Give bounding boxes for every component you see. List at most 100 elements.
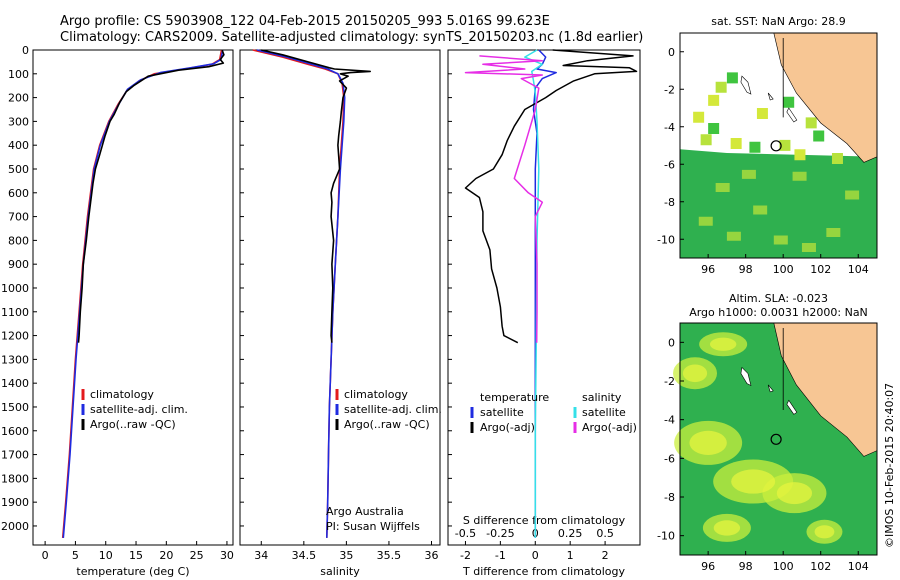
top-tick-label: 0.25 (558, 527, 583, 540)
y-tick-label: 1700 (1, 449, 29, 462)
y-tick-label: 500 (8, 163, 29, 176)
y-tick-label: 1100 (1, 306, 29, 319)
island (786, 399, 798, 415)
sst-pixel (801, 243, 816, 252)
map-x-tick-label: 100 (773, 560, 794, 573)
y-tick-label: 800 (8, 234, 29, 247)
y-tick-label: 1500 (1, 401, 29, 414)
sst-pixel (794, 149, 806, 161)
sst-pixel (708, 123, 720, 134)
x-axis-label: temperature (deg C) (76, 565, 189, 578)
top-tick-label: 0.5 (596, 527, 614, 540)
sst-pixel (749, 141, 761, 153)
x-tick-label: 25 (190, 549, 204, 562)
x-tick-label: 30 (220, 549, 234, 562)
legend-title: temperature (480, 391, 549, 404)
island (740, 75, 752, 95)
map-y-tick-label: -8 (664, 491, 675, 504)
legend-label: Argo(-adj) (480, 421, 535, 434)
map-frame (679, 322, 878, 556)
y-tick-label: 1200 (1, 330, 29, 343)
series-satellite-adj-clim (62, 49, 224, 538)
y-tick-label: 0 (22, 44, 29, 57)
map-x-tick-label: 98 (739, 560, 753, 573)
sst-pixel (756, 108, 768, 119)
sst-pixel (708, 94, 720, 106)
sst-pixel (700, 134, 712, 146)
y-tick-label: 400 (8, 139, 29, 152)
x-tick-label: -2 (460, 549, 471, 562)
y-tick-label: 100 (8, 68, 29, 81)
sst-pixel (813, 130, 825, 142)
x-tick-label: 15 (129, 549, 143, 562)
map-y-tick-label: -2 (664, 375, 675, 388)
y-tick-label: 300 (8, 115, 29, 128)
argo-float-marker (770, 433, 782, 445)
y-tick-label: 1300 (1, 353, 29, 366)
legend-label: climatology (90, 388, 154, 401)
map-x-tick-label: 96 (701, 560, 715, 573)
x-tick-label: 34.5 (292, 549, 317, 562)
sla-map (673, 322, 878, 556)
sst-pixel (845, 190, 860, 200)
sla-anomaly (713, 520, 741, 536)
island (740, 366, 752, 387)
island (767, 92, 774, 101)
annotation-line: PI: Susan Wijffels (326, 520, 420, 533)
climatology-title: Climatology: CARS2009. Satellite-adjuste… (60, 30, 644, 45)
series-satellite-adj-clim (256, 49, 346, 538)
legend-label: satellite (582, 406, 626, 419)
sst-pixel (726, 231, 741, 241)
legend-label: climatology (344, 388, 408, 401)
y-tick-label: 900 (8, 258, 29, 271)
map-y-tick-label: -8 (664, 196, 675, 209)
sla-anomaly (814, 525, 835, 539)
sst-pixel (715, 183, 730, 192)
x-tick-label: 1 (567, 549, 574, 562)
sla-anomaly (709, 337, 737, 351)
sst-pixel (698, 216, 713, 226)
top-axis-label: S difference from climatology (463, 514, 626, 527)
sst-pixel (726, 72, 738, 84)
legend-label: Argo(..raw -QC) (344, 418, 430, 431)
map-y-tick-label: -4 (664, 414, 675, 427)
sla-anomaly (776, 482, 813, 505)
map-y-tick-label: -2 (664, 83, 675, 96)
difference-plot-frame (447, 49, 641, 546)
map-frame (679, 32, 878, 259)
y-tick-label: 2000 (1, 520, 29, 533)
x-tick-label: 2 (602, 549, 609, 562)
legend-label: Argo(-adj) (582, 421, 637, 434)
x-tick-label: 36 (424, 549, 438, 562)
legend-label: Argo(..raw -QC) (90, 418, 176, 431)
map-x-tick-label: 102 (810, 560, 831, 573)
series-climatology (61, 49, 223, 538)
x-tick-label: 35.5 (377, 549, 402, 562)
x-tick-label: 0 (532, 549, 539, 562)
sst-map (679, 32, 878, 259)
sla-anomaly (731, 469, 776, 494)
sla-map-title: Altim. SLA: -0.023 (729, 292, 828, 305)
map-y-tick-label: -10 (657, 530, 675, 543)
x-tick-label: 5 (72, 549, 79, 562)
legend-label: satellite-adj. clim. (344, 403, 442, 416)
sst-pixel (753, 205, 768, 215)
island (767, 384, 774, 393)
sst-pixel (783, 96, 795, 108)
y-tick-label: 1000 (1, 282, 29, 295)
map-y-tick-label: -6 (664, 452, 675, 465)
sst-pixel (741, 169, 756, 179)
map-x-tick-label: 100 (773, 263, 794, 276)
series-satellite-salinity (524, 49, 544, 538)
sst-pixel (773, 235, 788, 245)
y-tick-label: 200 (8, 92, 29, 105)
x-axis-label: T difference from climatology (462, 565, 625, 578)
map-x-tick-label: 96 (701, 263, 715, 276)
x-tick-label: -1 (495, 549, 506, 562)
legend-label: satellite-adj. clim. (90, 403, 188, 416)
salinity-plot-frame (239, 49, 441, 546)
x-tick-label: 34 (254, 549, 268, 562)
sst-pixel (779, 139, 791, 151)
series-argo-raw-qc (77, 49, 225, 343)
map-y-tick-label: 0 (668, 336, 675, 349)
